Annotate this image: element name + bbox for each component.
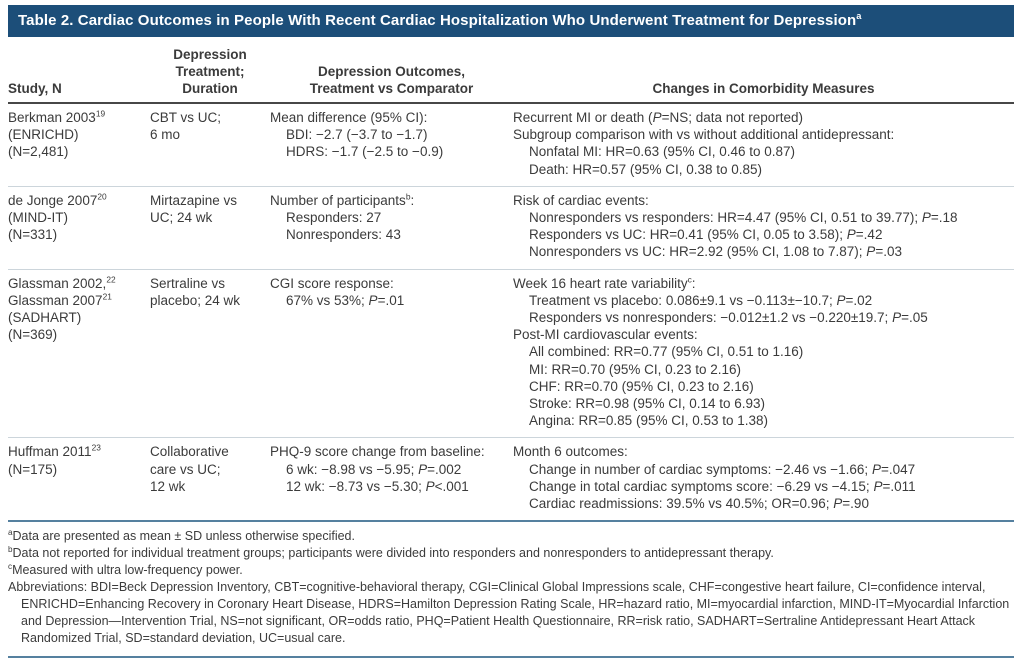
cell-line: UC; 24 wk <box>150 210 213 226</box>
cell-line: Nonfatal MI: HR=0.63 (95% CI, 0.46 to 0.… <box>529 144 796 160</box>
column-header-comorbidity: Changes in Comorbidity Measures <box>652 81 875 96</box>
cell-comorbidity: Risk of cardiac events: Nonresponders vs … <box>513 192 1014 261</box>
cell-line: Stroke: RR=0.98 (95% CI, 0.14 to 6.93) <box>529 396 765 412</box>
cell-line: Month 6 outcomes: <box>513 444 628 460</box>
abbreviations-note: Abbreviations: BDI=Beck Depression Inven… <box>8 580 1010 646</box>
cell-line: HDRS: −1.7 (−2.5 to −0.9) <box>286 144 444 160</box>
footnote-marker: c <box>8 562 13 572</box>
cell-line: Glassman 2002,22 <box>8 274 116 291</box>
table-row: Huffman 201123 (N=175) Collaborative care v… <box>8 437 1014 520</box>
cell-line: de Jonge 200720 <box>8 191 107 208</box>
table-row: Glassman 2002,22 Glassman 200721 (SADHART)… <box>8 268 1014 438</box>
cell-line: 12 wk <box>150 478 186 494</box>
footnote-marker: a <box>8 528 13 538</box>
cell-line: All combined: RR=0.77 (95% CI, 0.51 to 1… <box>529 344 804 360</box>
cell-line: Week 16 heart rate variabilityc: <box>513 274 696 291</box>
cell-comorbidity: Month 6 outcomes: Change in number of car… <box>513 443 1014 512</box>
footnote-marker: b <box>8 545 13 555</box>
cell-comorbidity: Recurrent MI or death (P=NS; data not re… <box>513 109 1014 178</box>
cell-line: (ENRICHD) <box>8 127 79 143</box>
footnote-text: Measured with ultra low-frequency power. <box>12 563 243 578</box>
cell-treatment: CBT vs UC; 6 mo <box>150 109 270 178</box>
cell-line: Number of participantsb: <box>270 191 415 208</box>
cell-outcomes: PHQ-9 score change from baseline: 6 wk: −… <box>270 443 513 512</box>
cell-line: 6 wk: −8.98 vs −5.95; P=.002 <box>286 461 462 477</box>
table-header-row: Study, N Depression Treatment; Duration … <box>8 37 1014 104</box>
cell-line: PHQ-9 score change from baseline: <box>270 444 485 460</box>
cell-line: Death: HR=0.57 (95% CI, 0.38 to 0.85) <box>529 161 763 177</box>
cell-outcomes: CGI score response: 67% vs 53%; P=.01 <box>270 275 513 430</box>
cell-line: Risk of cardiac events: <box>513 192 649 208</box>
cell-line: Mean difference (95% CI): <box>270 110 428 125</box>
footnote-text: Data are presented as mean ± SD unless o… <box>12 529 355 544</box>
cell-line: Nonresponders: 43 <box>286 227 401 243</box>
cell-line: (N=369) <box>8 327 58 343</box>
cell-study: Berkman 200319 (ENRICHD) (N=2,481) <box>8 109 150 178</box>
cell-line: MI: RR=0.70 (95% CI, 0.23 to 2.16) <box>529 361 741 377</box>
outcomes-table: Study, N Depression Treatment; Duration … <box>8 37 1014 523</box>
cell-line: CHF: RR=0.70 (95% CI, 0.23 to 2.16) <box>529 378 754 394</box>
cell-line: CBT vs UC; <box>150 110 222 125</box>
cell-line: care vs UC; <box>150 461 221 477</box>
cell-line: (SADHART) <box>8 310 82 326</box>
column-header-study: Study, N <box>8 81 62 96</box>
table-body: Berkman 200319 (ENRICHD) (N=2,481) CBT vs U… <box>8 104 1014 523</box>
column-header-outcomes: Depression Outcomes, Treatment vs Compar… <box>309 64 474 96</box>
cell-line: Nonresponders vs UC: HR=2.92 (95% CI, 1.… <box>529 244 902 260</box>
table-row: Berkman 200319 (ENRICHD) (N=2,481) CBT vs U… <box>8 104 1014 186</box>
cell-line: Change in number of cardiac symptoms: −2… <box>529 461 916 477</box>
cell-line: (N=175) <box>8 461 58 477</box>
cell-line: Treatment vs placebo: 0.086±9.1 vs −0.11… <box>529 292 873 308</box>
cell-line: Glassman 200721 <box>8 291 112 308</box>
cell-line: Subgroup comparison with vs without addi… <box>513 127 895 143</box>
cell-outcomes: Mean difference (95% CI): BDI: −2.7 (−3.7… <box>270 109 513 178</box>
footnote-a: aData are presented as mean ± SD unless … <box>8 528 1014 545</box>
cell-study: Glassman 2002,22 Glassman 200721 (SADHART)… <box>8 275 150 430</box>
table-row: de Jonge 200720 (MIND-IT) (N=331) Mirtazapi… <box>8 185 1014 269</box>
cell-line: BDI: −2.7 (−3.7 to −1.7) <box>286 127 428 143</box>
cell-study: Huffman 201123 (N=175) <box>8 443 150 512</box>
cell-treatment: Collaborative care vs UC; 12 wk <box>150 443 270 512</box>
footnote-c: cMeasured with ultra low-frequency power… <box>8 562 1014 579</box>
cell-line: 67% vs 53%; P=.01 <box>286 292 405 308</box>
cell-line: Change in total cardiac symptoms score: … <box>529 478 916 494</box>
cell-line: Sertraline vs <box>150 275 226 291</box>
cell-treatment: Mirtazapine vs UC; 24 wk <box>150 192 270 261</box>
cell-comorbidity: Week 16 heart rate variabilityc: Treatmen… <box>513 275 1014 430</box>
cell-line: Berkman 200319 <box>8 108 106 125</box>
column-header-treatment: Depression Treatment; Duration <box>173 47 247 96</box>
footnote-b: bData not reported for individual treatm… <box>8 545 1014 562</box>
cell-line: (N=331) <box>8 227 58 243</box>
cell-line: Angina: RR=0.85 (95% CI, 0.53 to 1.38) <box>529 413 769 429</box>
cell-line: Responders vs UC: HR=0.41 (95% CI, 0.05 … <box>529 227 883 243</box>
cell-line: Mirtazapine vs <box>150 192 238 208</box>
table-title-bar: Table 2. Cardiac Outcomes in People With… <box>8 5 1014 37</box>
cell-line: Cardiac readmissions: 39.5% vs 40.5%; OR… <box>529 496 869 512</box>
cell-line: Post-MI cardiovascular events: <box>513 327 698 343</box>
cell-line: Responders vs nonresponders: −0.012±1.2 … <box>529 310 928 326</box>
cell-line: Collaborative <box>150 444 229 460</box>
footnote-text: Data not reported for individual treatme… <box>12 546 774 561</box>
cell-line: Huffman 201123 <box>8 442 101 460</box>
cell-line: (N=2,481) <box>8 144 69 160</box>
cell-study: de Jonge 200720 (MIND-IT) (N=331) <box>8 192 150 261</box>
cell-line: 6 mo <box>150 127 181 143</box>
cell-line: (MIND-IT) <box>8 210 68 226</box>
cell-line: Recurrent MI or death (P=NS; data not re… <box>513 110 804 125</box>
cell-line: Responders: 27 <box>286 210 382 226</box>
cell-treatment: Sertraline vs placebo; 24 wk <box>150 275 270 430</box>
cell-line: 12 wk: −8.73 vs −5.30; P<.001 <box>286 478 469 494</box>
footnotes: aData are presented as mean ± SD unless … <box>8 522 1014 658</box>
cell-line: CGI score response: <box>270 275 394 291</box>
cell-outcomes: Number of participantsb: Responders: 27 No… <box>270 192 513 261</box>
cell-line: placebo; 24 wk <box>150 292 241 308</box>
table-title: Table 2. Cardiac Outcomes in People With… <box>18 11 862 29</box>
cell-line: Nonresponders vs responders: HR=4.47 (95… <box>529 210 958 226</box>
